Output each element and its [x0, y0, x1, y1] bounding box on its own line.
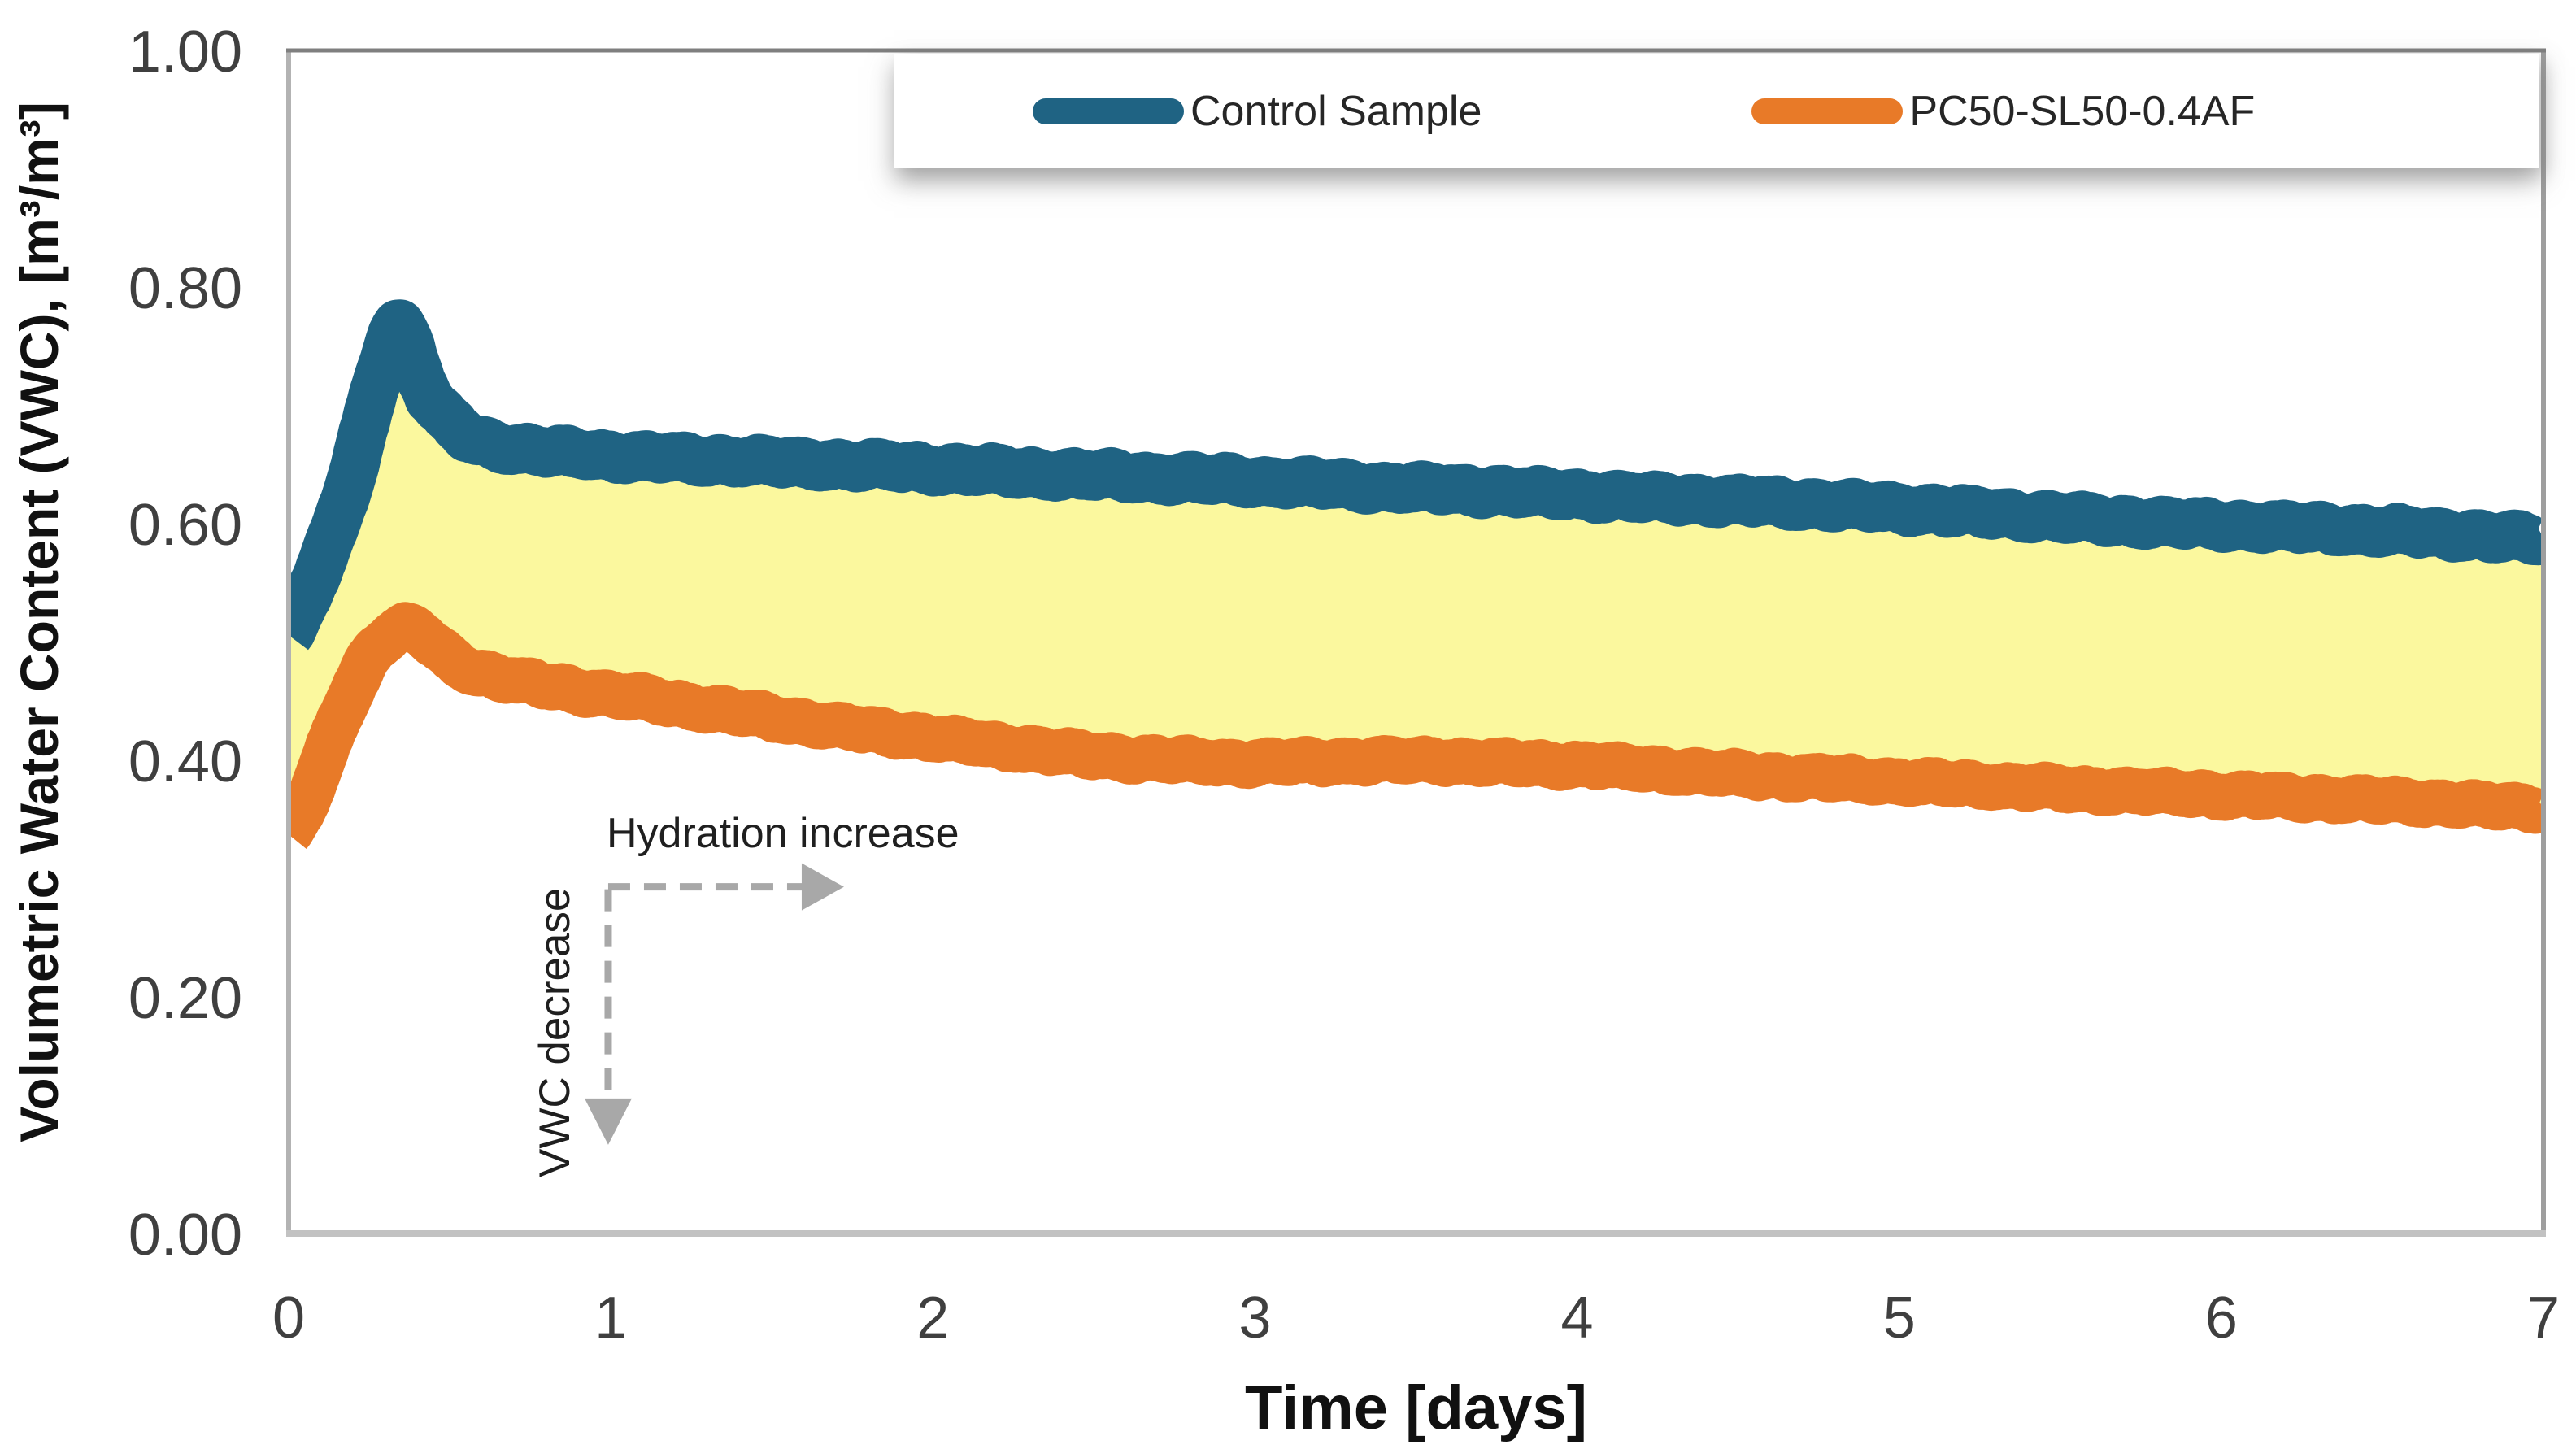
y-tick-label: 0.20: [128, 966, 242, 1031]
annotation-hydration-increase: Hydration increase: [607, 810, 959, 857]
x-tick-label: 3: [1238, 1286, 1271, 1351]
x-tick-label: 7: [2527, 1286, 2560, 1351]
hydration-arrowhead-icon: [801, 863, 844, 911]
y-tick-label: 0.40: [128, 729, 242, 794]
x-tick-label: 1: [594, 1286, 627, 1351]
y-tick-label: 0.00: [128, 1203, 242, 1268]
annotation-vwc-decrease: VWC decrease: [531, 887, 579, 1177]
y-tick-label: 0.60: [128, 493, 242, 558]
control-sample-swatch-icon: [1033, 98, 1184, 124]
y-tick-label: 1.00: [128, 20, 242, 85]
legend-label-pc50: PC50-SL50-0.4AF: [1909, 87, 2256, 135]
legend: Control Sample PC50-SL50-0.4AF: [894, 54, 2539, 168]
x-tick-label: 0: [272, 1286, 305, 1351]
legend-item-pc50: PC50-SL50-0.4AF: [1751, 87, 2255, 136]
legend-item-control-sample: Control Sample: [1033, 87, 1482, 136]
x-tick-label: 2: [916, 1286, 949, 1351]
y-tick-label: 0.80: [128, 256, 242, 321]
series-pc50-line: [289, 602, 2543, 855]
legend-label-control-sample: Control Sample: [1190, 87, 1482, 135]
pc50-swatch-icon: [1751, 98, 1904, 124]
series-control-line: [289, 299, 2543, 656]
x-axis-title: Time [days]: [1245, 1373, 1587, 1442]
x-tick-label: 4: [1561, 1286, 1594, 1351]
x-tick-label: 5: [1883, 1286, 1916, 1351]
vwc-arrowhead-icon: [584, 1098, 632, 1145]
y-axis-title: Volumetric Water Content (VWC), [m³/m³]: [9, 102, 69, 1142]
x-tick-label: 6: [2205, 1286, 2238, 1351]
